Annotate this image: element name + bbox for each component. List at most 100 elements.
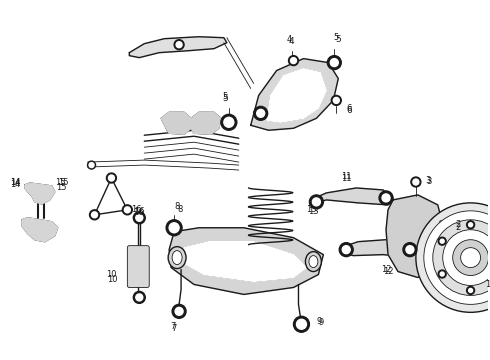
FancyBboxPatch shape [440, 221, 454, 251]
Circle shape [166, 220, 182, 236]
Circle shape [468, 223, 472, 227]
Circle shape [440, 239, 444, 243]
Polygon shape [311, 188, 393, 205]
Circle shape [289, 56, 298, 66]
Circle shape [403, 243, 417, 257]
Text: 2: 2 [456, 223, 461, 232]
Circle shape [333, 98, 339, 103]
Circle shape [106, 173, 117, 183]
Text: 3: 3 [426, 177, 431, 186]
Text: 14: 14 [10, 180, 21, 189]
Ellipse shape [309, 256, 318, 267]
Polygon shape [25, 183, 55, 204]
Circle shape [174, 40, 184, 50]
Text: 16: 16 [133, 208, 144, 217]
Text: 4: 4 [289, 37, 294, 46]
Polygon shape [191, 112, 221, 134]
Circle shape [296, 319, 306, 329]
Circle shape [108, 175, 115, 181]
Circle shape [424, 211, 490, 304]
Circle shape [254, 106, 268, 120]
Circle shape [133, 292, 145, 303]
Text: 15: 15 [55, 179, 65, 188]
Text: 9: 9 [317, 317, 321, 326]
Circle shape [416, 203, 490, 312]
Circle shape [468, 288, 472, 292]
Text: 4: 4 [287, 35, 292, 44]
Circle shape [175, 307, 183, 315]
Text: 14: 14 [10, 179, 21, 188]
Polygon shape [129, 37, 227, 58]
Circle shape [224, 117, 234, 127]
Circle shape [438, 270, 446, 278]
Circle shape [136, 214, 143, 221]
FancyBboxPatch shape [127, 246, 149, 287]
Text: 3: 3 [425, 176, 430, 185]
Circle shape [313, 198, 320, 206]
Circle shape [257, 109, 265, 117]
Polygon shape [340, 240, 416, 258]
Circle shape [122, 205, 132, 215]
Circle shape [461, 248, 481, 267]
Text: 15: 15 [56, 184, 66, 193]
Circle shape [136, 294, 143, 301]
Text: 7: 7 [171, 322, 176, 331]
Circle shape [221, 114, 237, 130]
Circle shape [406, 246, 414, 254]
Circle shape [124, 207, 130, 213]
Circle shape [433, 220, 490, 296]
Text: 16: 16 [131, 205, 142, 214]
Polygon shape [161, 112, 191, 134]
Text: 6: 6 [346, 104, 352, 113]
Circle shape [466, 221, 475, 229]
Text: 11: 11 [341, 172, 351, 181]
Text: 2: 2 [456, 220, 461, 229]
Ellipse shape [172, 251, 182, 265]
Circle shape [90, 210, 99, 220]
Ellipse shape [305, 252, 321, 271]
Text: 16: 16 [134, 207, 145, 216]
Text: 14: 14 [10, 179, 21, 188]
Circle shape [466, 287, 475, 294]
Text: 6: 6 [346, 106, 352, 115]
Circle shape [294, 316, 309, 332]
Circle shape [379, 191, 393, 205]
Circle shape [443, 230, 490, 285]
Circle shape [172, 304, 186, 318]
Text: 8: 8 [174, 202, 179, 211]
Circle shape [330, 59, 338, 67]
Text: 11: 11 [341, 174, 351, 183]
Circle shape [133, 212, 145, 224]
Text: 10: 10 [107, 275, 118, 284]
Text: 12: 12 [383, 266, 393, 275]
Text: 9: 9 [318, 318, 323, 327]
Circle shape [176, 42, 182, 48]
Circle shape [411, 177, 421, 187]
Text: 5: 5 [222, 93, 227, 102]
Text: 13: 13 [306, 205, 317, 214]
Text: 7: 7 [172, 324, 177, 333]
Circle shape [342, 246, 350, 254]
Text: 10: 10 [106, 270, 117, 279]
Circle shape [440, 272, 444, 276]
Text: 5: 5 [334, 33, 339, 42]
Polygon shape [386, 195, 443, 278]
Text: 13: 13 [308, 207, 319, 216]
Polygon shape [181, 242, 306, 282]
Circle shape [453, 240, 489, 275]
Circle shape [339, 243, 353, 257]
Text: 5: 5 [222, 94, 228, 103]
Circle shape [169, 223, 179, 233]
Circle shape [382, 194, 390, 202]
Circle shape [291, 58, 296, 64]
Polygon shape [251, 59, 338, 130]
Circle shape [92, 212, 98, 218]
Text: 5: 5 [335, 35, 341, 44]
Polygon shape [267, 68, 326, 122]
Text: 8: 8 [177, 205, 182, 214]
Circle shape [88, 161, 96, 169]
Circle shape [309, 195, 323, 209]
Polygon shape [169, 228, 323, 294]
Circle shape [89, 163, 94, 167]
Polygon shape [22, 218, 58, 242]
